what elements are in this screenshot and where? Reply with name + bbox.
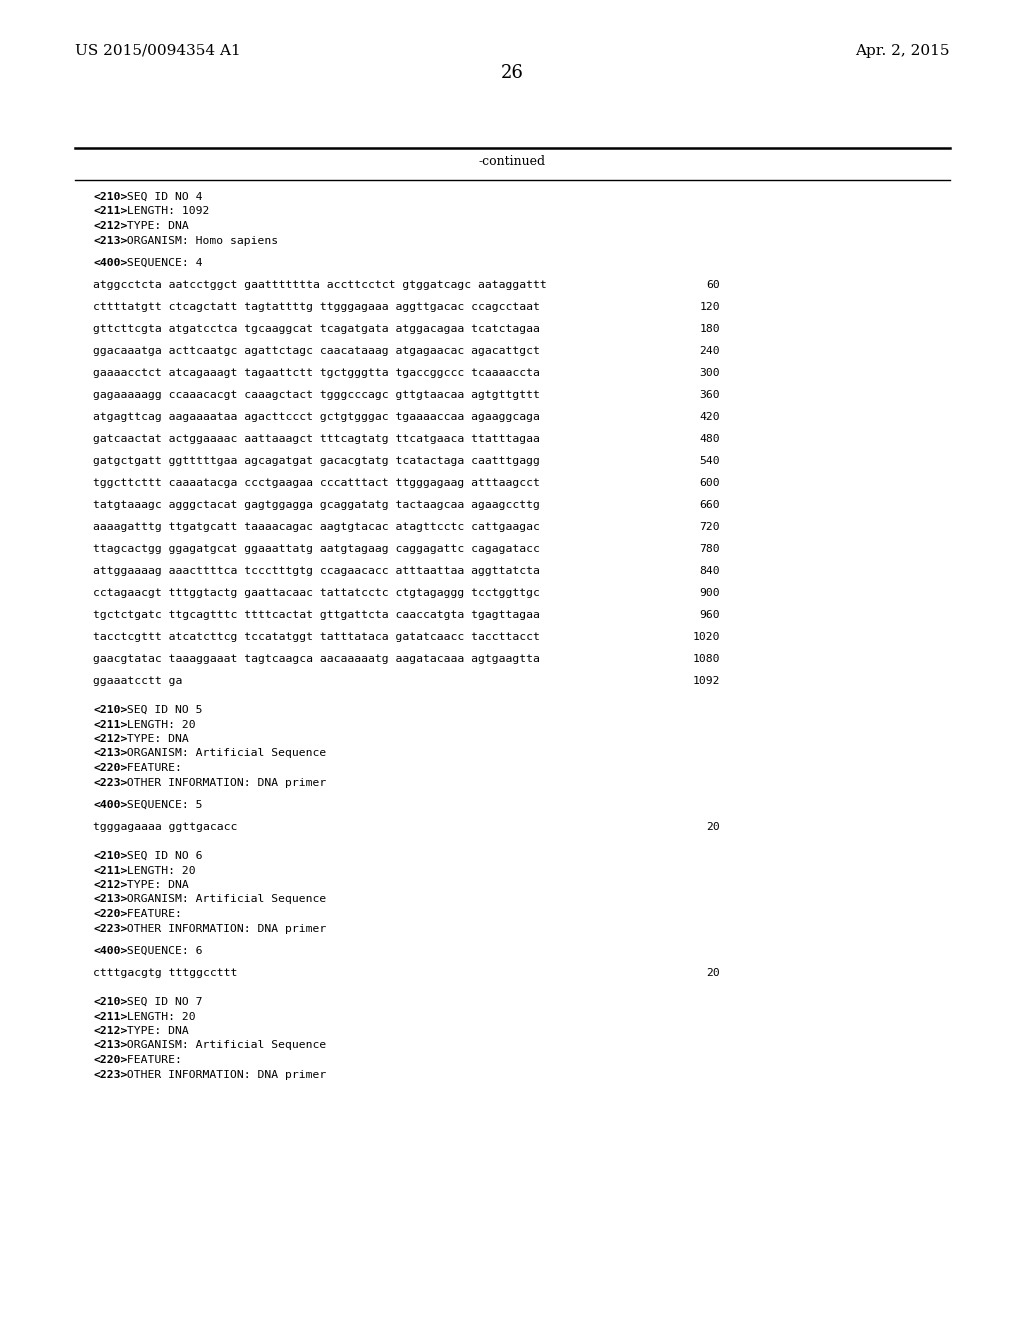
Text: 180: 180 bbox=[699, 323, 720, 334]
Text: <223>: <223> bbox=[93, 924, 127, 933]
Text: <210>: <210> bbox=[93, 705, 127, 715]
Text: 480: 480 bbox=[699, 433, 720, 444]
Text: 20: 20 bbox=[707, 968, 720, 978]
Text: ttagcactgg ggagatgcat ggaaattatg aatgtagaag caggagattc cagagatacc: ttagcactgg ggagatgcat ggaaattatg aatgtag… bbox=[93, 544, 540, 553]
Text: <211>: <211> bbox=[93, 206, 127, 216]
Text: <400>: <400> bbox=[93, 800, 127, 809]
Text: <212>: <212> bbox=[93, 734, 127, 744]
Text: <213>: <213> bbox=[93, 895, 127, 904]
Text: tggcttcttt caaaatacga ccctgaagaa cccatttact ttgggagaag atttaagcct: tggcttcttt caaaatacga ccctgaagaa cccattt… bbox=[93, 478, 540, 487]
Text: 360: 360 bbox=[699, 389, 720, 400]
Text: LENGTH: 20: LENGTH: 20 bbox=[121, 866, 197, 875]
Text: ORGANISM: Artificial Sequence: ORGANISM: Artificial Sequence bbox=[121, 748, 327, 759]
Text: TYPE: DNA: TYPE: DNA bbox=[121, 734, 189, 744]
Text: tgctctgatc ttgcagtttc ttttcactat gttgattcta caaccatgta tgagttagaa: tgctctgatc ttgcagtttc ttttcactat gttgatt… bbox=[93, 610, 540, 619]
Text: <213>: <213> bbox=[93, 235, 127, 246]
Text: ggaaatcctt ga: ggaaatcctt ga bbox=[93, 676, 182, 685]
Text: gatcaactat actggaaaac aattaaagct tttcagtatg ttcatgaaca ttatttagaa: gatcaactat actggaaaac aattaaagct tttcagt… bbox=[93, 433, 540, 444]
Text: atgagttcag aagaaaataa agacttccct gctgtgggac tgaaaaccaa agaaggcaga: atgagttcag aagaaaataa agacttccct gctgtgg… bbox=[93, 412, 540, 421]
Text: FEATURE:: FEATURE: bbox=[121, 1055, 182, 1065]
Text: Apr. 2, 2015: Apr. 2, 2015 bbox=[855, 44, 950, 58]
Text: 420: 420 bbox=[699, 412, 720, 421]
Text: 540: 540 bbox=[699, 455, 720, 466]
Text: LENGTH: 20: LENGTH: 20 bbox=[121, 719, 197, 730]
Text: <223>: <223> bbox=[93, 1069, 127, 1080]
Text: <212>: <212> bbox=[93, 1026, 127, 1036]
Text: TYPE: DNA: TYPE: DNA bbox=[121, 220, 189, 231]
Text: 26: 26 bbox=[501, 63, 523, 82]
Text: LENGTH: 1092: LENGTH: 1092 bbox=[121, 206, 210, 216]
Text: FEATURE:: FEATURE: bbox=[121, 763, 182, 774]
Text: cctagaacgt tttggtactg gaattacaac tattatcctc ctgtagaggg tcctggttgc: cctagaacgt tttggtactg gaattacaac tattatc… bbox=[93, 587, 540, 598]
Text: SEQ ID NO 6: SEQ ID NO 6 bbox=[121, 851, 203, 861]
Text: gagaaaaagg ccaaacacgt caaagctact tgggcccagc gttgtaacaa agtgttgttt: gagaaaaagg ccaaacacgt caaagctact tgggccc… bbox=[93, 389, 540, 400]
Text: <213>: <213> bbox=[93, 748, 127, 759]
Text: 960: 960 bbox=[699, 610, 720, 619]
Text: SEQ ID NO 4: SEQ ID NO 4 bbox=[121, 191, 203, 202]
Text: tacctcgttt atcatcttcg tccatatggt tatttataca gatatcaacc taccttacct: tacctcgttt atcatcttcg tccatatggt tatttat… bbox=[93, 631, 540, 642]
Text: US 2015/0094354 A1: US 2015/0094354 A1 bbox=[75, 44, 241, 58]
Text: ORGANISM: Homo sapiens: ORGANISM: Homo sapiens bbox=[121, 235, 279, 246]
Text: <223>: <223> bbox=[93, 777, 127, 788]
Text: <220>: <220> bbox=[93, 909, 127, 919]
Text: 120: 120 bbox=[699, 301, 720, 312]
Text: 600: 600 bbox=[699, 478, 720, 487]
Text: <220>: <220> bbox=[93, 1055, 127, 1065]
Text: OTHER INFORMATION: DNA primer: OTHER INFORMATION: DNA primer bbox=[121, 1069, 327, 1080]
Text: 300: 300 bbox=[699, 367, 720, 378]
Text: aaaagatttg ttgatgcatt taaaacagac aagtgtacac atagttcctc cattgaagac: aaaagatttg ttgatgcatt taaaacagac aagtgta… bbox=[93, 521, 540, 532]
Text: tgggagaaaa ggttgacacc: tgggagaaaa ggttgacacc bbox=[93, 821, 238, 832]
Text: <400>: <400> bbox=[93, 257, 127, 268]
Text: ctttgacgtg tttggccttt: ctttgacgtg tttggccttt bbox=[93, 968, 238, 978]
Text: gatgctgatt ggtttttgaa agcagatgat gacacgtatg tcatactaga caatttgagg: gatgctgatt ggtttttgaa agcagatgat gacacgt… bbox=[93, 455, 540, 466]
Text: SEQ ID NO 5: SEQ ID NO 5 bbox=[121, 705, 203, 715]
Text: <212>: <212> bbox=[93, 220, 127, 231]
Text: FEATURE:: FEATURE: bbox=[121, 909, 182, 919]
Text: 780: 780 bbox=[699, 544, 720, 553]
Text: 60: 60 bbox=[707, 280, 720, 289]
Text: SEQUENCE: 5: SEQUENCE: 5 bbox=[121, 800, 203, 809]
Text: <211>: <211> bbox=[93, 1011, 127, 1022]
Text: TYPE: DNA: TYPE: DNA bbox=[121, 1026, 189, 1036]
Text: <400>: <400> bbox=[93, 945, 127, 956]
Text: 900: 900 bbox=[699, 587, 720, 598]
Text: <210>: <210> bbox=[93, 997, 127, 1007]
Text: 1080: 1080 bbox=[692, 653, 720, 664]
Text: attggaaaag aaacttttca tccctttgtg ccagaacacc atttaattaa aggttatcta: attggaaaag aaacttttca tccctttgtg ccagaac… bbox=[93, 565, 540, 576]
Text: <213>: <213> bbox=[93, 1040, 127, 1051]
Text: 720: 720 bbox=[699, 521, 720, 532]
Text: <210>: <210> bbox=[93, 851, 127, 861]
Text: SEQ ID NO 7: SEQ ID NO 7 bbox=[121, 997, 203, 1007]
Text: SEQUENCE: 4: SEQUENCE: 4 bbox=[121, 257, 203, 268]
Text: <210>: <210> bbox=[93, 191, 127, 202]
Text: 240: 240 bbox=[699, 346, 720, 355]
Text: OTHER INFORMATION: DNA primer: OTHER INFORMATION: DNA primer bbox=[121, 924, 327, 933]
Text: gttcttcgta atgatcctca tgcaaggcat tcagatgata atggacagaa tcatctagaa: gttcttcgta atgatcctca tgcaaggcat tcagatg… bbox=[93, 323, 540, 334]
Text: ggacaaatga acttcaatgc agattctagc caacataaag atgagaacac agacattgct: ggacaaatga acttcaatgc agattctagc caacata… bbox=[93, 346, 540, 355]
Text: SEQUENCE: 6: SEQUENCE: 6 bbox=[121, 945, 203, 956]
Text: <211>: <211> bbox=[93, 719, 127, 730]
Text: -continued: -continued bbox=[478, 154, 546, 168]
Text: <220>: <220> bbox=[93, 763, 127, 774]
Text: gaaaacctct atcagaaagt tagaattctt tgctgggtta tgaccggccc tcaaaaccta: gaaaacctct atcagaaagt tagaattctt tgctggg… bbox=[93, 367, 540, 378]
Text: tatgtaaagc agggctacat gagtggagga gcaggatatg tactaagcaa agaagccttg: tatgtaaagc agggctacat gagtggagga gcaggat… bbox=[93, 499, 540, 510]
Text: cttttatgtt ctcagctatt tagtattttg ttgggagaaa aggttgacac ccagcctaat: cttttatgtt ctcagctatt tagtattttg ttgggag… bbox=[93, 301, 540, 312]
Text: ORGANISM: Artificial Sequence: ORGANISM: Artificial Sequence bbox=[121, 895, 327, 904]
Text: 1092: 1092 bbox=[692, 676, 720, 685]
Text: atggcctcta aatcctggct gaattttttta accttcctct gtggatcagc aataggattt: atggcctcta aatcctggct gaattttttta accttc… bbox=[93, 280, 547, 289]
Text: OTHER INFORMATION: DNA primer: OTHER INFORMATION: DNA primer bbox=[121, 777, 327, 788]
Text: LENGTH: 20: LENGTH: 20 bbox=[121, 1011, 197, 1022]
Text: TYPE: DNA: TYPE: DNA bbox=[121, 880, 189, 890]
Text: 20: 20 bbox=[707, 821, 720, 832]
Text: 840: 840 bbox=[699, 565, 720, 576]
Text: gaacgtatac taaaggaaat tagtcaagca aacaaaaatg aagatacaaa agtgaagtta: gaacgtatac taaaggaaat tagtcaagca aacaaaa… bbox=[93, 653, 540, 664]
Text: 1020: 1020 bbox=[692, 631, 720, 642]
Text: ORGANISM: Artificial Sequence: ORGANISM: Artificial Sequence bbox=[121, 1040, 327, 1051]
Text: 660: 660 bbox=[699, 499, 720, 510]
Text: <212>: <212> bbox=[93, 880, 127, 890]
Text: <211>: <211> bbox=[93, 866, 127, 875]
